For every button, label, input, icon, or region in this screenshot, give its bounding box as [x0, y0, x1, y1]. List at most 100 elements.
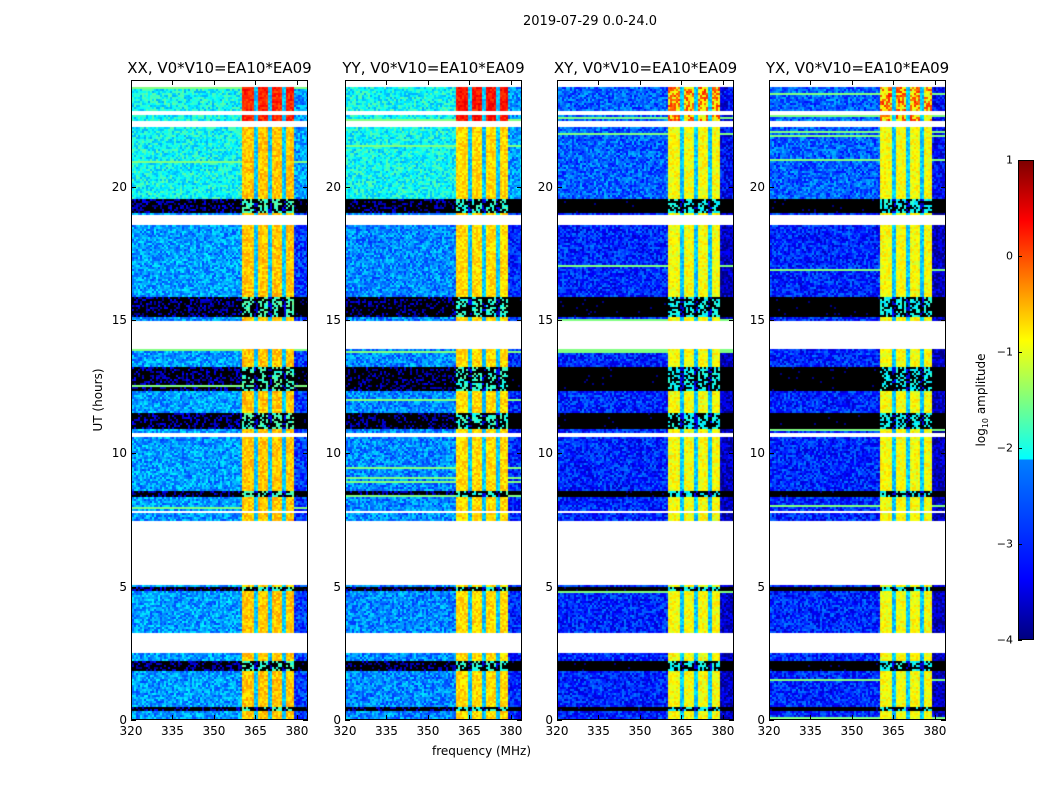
x-tick-label: 365 [244, 724, 267, 738]
y-tick-mark [131, 186, 136, 188]
x-tick-label: 335 [161, 724, 184, 738]
colorbar [1018, 160, 1034, 640]
x-tick-label: 365 [458, 724, 481, 738]
y-tick-label: 20 [111, 179, 127, 194]
y-tick-label: 5 [333, 579, 341, 594]
x-tick-label: 350 [202, 724, 226, 738]
x-tick-mark [255, 715, 257, 720]
panel-title: XY, V0*V10=EA10*EA09 [553, 59, 738, 77]
y-tick-label: 5 [757, 579, 765, 594]
x-tick-mark [510, 80, 512, 85]
x-tick-mark [557, 715, 558, 720]
x-tick-label: 350 [416, 724, 440, 738]
x-tick-mark [255, 80, 257, 85]
colorbar-tick-label: −3 [996, 537, 1013, 551]
y-tick-mark [557, 320, 562, 321]
x-tick-mark [769, 80, 770, 85]
x-tick-mark [639, 80, 641, 85]
y-tick-mark [517, 586, 522, 588]
x-tick-mark [639, 715, 641, 720]
y-tick-mark [941, 320, 946, 321]
colorbar-tick-mark [1018, 544, 1022, 545]
x-tick-label: 320 [119, 724, 143, 738]
x-tick-mark [172, 80, 174, 85]
y-tick-label: 20 [537, 179, 553, 194]
x-tick-mark [557, 80, 558, 85]
colorbar-tick-mark [1018, 352, 1022, 353]
y-tick-label: 0 [757, 713, 765, 727]
x-tick-mark [386, 80, 388, 85]
x-tick-label: 380 [711, 724, 735, 738]
x-tick-label: 335 [799, 724, 822, 738]
y-tick-label: 0 [119, 713, 127, 727]
y-tick-mark [345, 186, 350, 188]
x-tick-mark [851, 715, 853, 720]
colorbar-tick-mark [1018, 448, 1022, 449]
x-tick-mark [681, 715, 683, 720]
x-tick-mark [427, 80, 429, 85]
y-tick-label: 20 [325, 179, 341, 194]
y-tick-mark [517, 320, 522, 321]
y-tick-mark [303, 586, 308, 588]
heatmap-canvas [558, 81, 733, 719]
x-tick-label: 335 [587, 724, 610, 738]
y-tick-label: 15 [537, 313, 553, 327]
x-tick-mark [851, 80, 853, 85]
y-tick-mark [303, 720, 308, 721]
x-tick-mark [213, 715, 215, 720]
y-tick-mark [769, 453, 774, 455]
y-tick-label: 0 [545, 713, 553, 727]
y-tick-mark [729, 586, 734, 588]
x-tick-label: 365 [882, 724, 905, 738]
y-tick-label: 10 [537, 446, 553, 461]
y-tick-mark [941, 586, 946, 588]
heatmap-panel [769, 80, 946, 720]
colorbar-tick-mark [1018, 640, 1022, 641]
y-tick-mark [131, 320, 136, 321]
y-tick-mark [517, 720, 522, 721]
y-tick-mark [769, 320, 774, 321]
y-tick-mark [729, 186, 734, 188]
y-tick-mark [769, 720, 774, 721]
y-tick-mark [729, 453, 734, 455]
y-tick-label: 5 [545, 579, 553, 594]
colorbar-tick-mark [1018, 160, 1022, 161]
y-tick-mark [345, 586, 350, 588]
heatmap-canvas [132, 81, 307, 719]
y-tick-mark [557, 186, 562, 188]
colorbar-tick-label: 0 [1006, 249, 1013, 263]
y-tick-mark [941, 186, 946, 188]
y-axis-label: UT (hours) [91, 368, 105, 432]
x-tick-mark [893, 80, 895, 85]
x-tick-mark [296, 715, 298, 720]
x-tick-mark [131, 80, 132, 85]
figure-title: 2019-07-29 0.0-24.0 [523, 14, 657, 29]
x-tick-label: 380 [923, 724, 947, 738]
x-tick-mark [345, 80, 346, 85]
y-tick-mark [941, 720, 946, 721]
y-tick-mark [769, 586, 774, 588]
y-tick-label: 5 [119, 579, 127, 594]
x-tick-label: 320 [333, 724, 357, 738]
x-tick-label: 335 [375, 724, 398, 738]
y-tick-mark [769, 186, 774, 188]
panel-title: XX, V0*V10=EA10*EA09 [127, 59, 312, 77]
colorbar-tick-label: −2 [996, 441, 1013, 455]
colorbar-tick-label: −4 [996, 633, 1013, 647]
x-tick-mark [722, 715, 724, 720]
x-tick-label: 380 [285, 724, 309, 738]
y-tick-label: 15 [325, 313, 341, 327]
x-axis-label: frequency (MHz) [432, 744, 532, 758]
x-tick-mark [934, 715, 936, 720]
y-tick-mark [345, 453, 350, 455]
panel-title: YY, V0*V10=EA10*EA09 [342, 59, 525, 77]
y-tick-mark [557, 720, 562, 721]
y-tick-mark [345, 720, 350, 721]
x-tick-label: 350 [628, 724, 652, 738]
y-tick-label: 10 [749, 446, 765, 461]
y-tick-mark [303, 186, 308, 188]
y-tick-mark [557, 453, 562, 455]
y-tick-label: 15 [111, 313, 127, 327]
x-tick-mark [893, 715, 895, 720]
